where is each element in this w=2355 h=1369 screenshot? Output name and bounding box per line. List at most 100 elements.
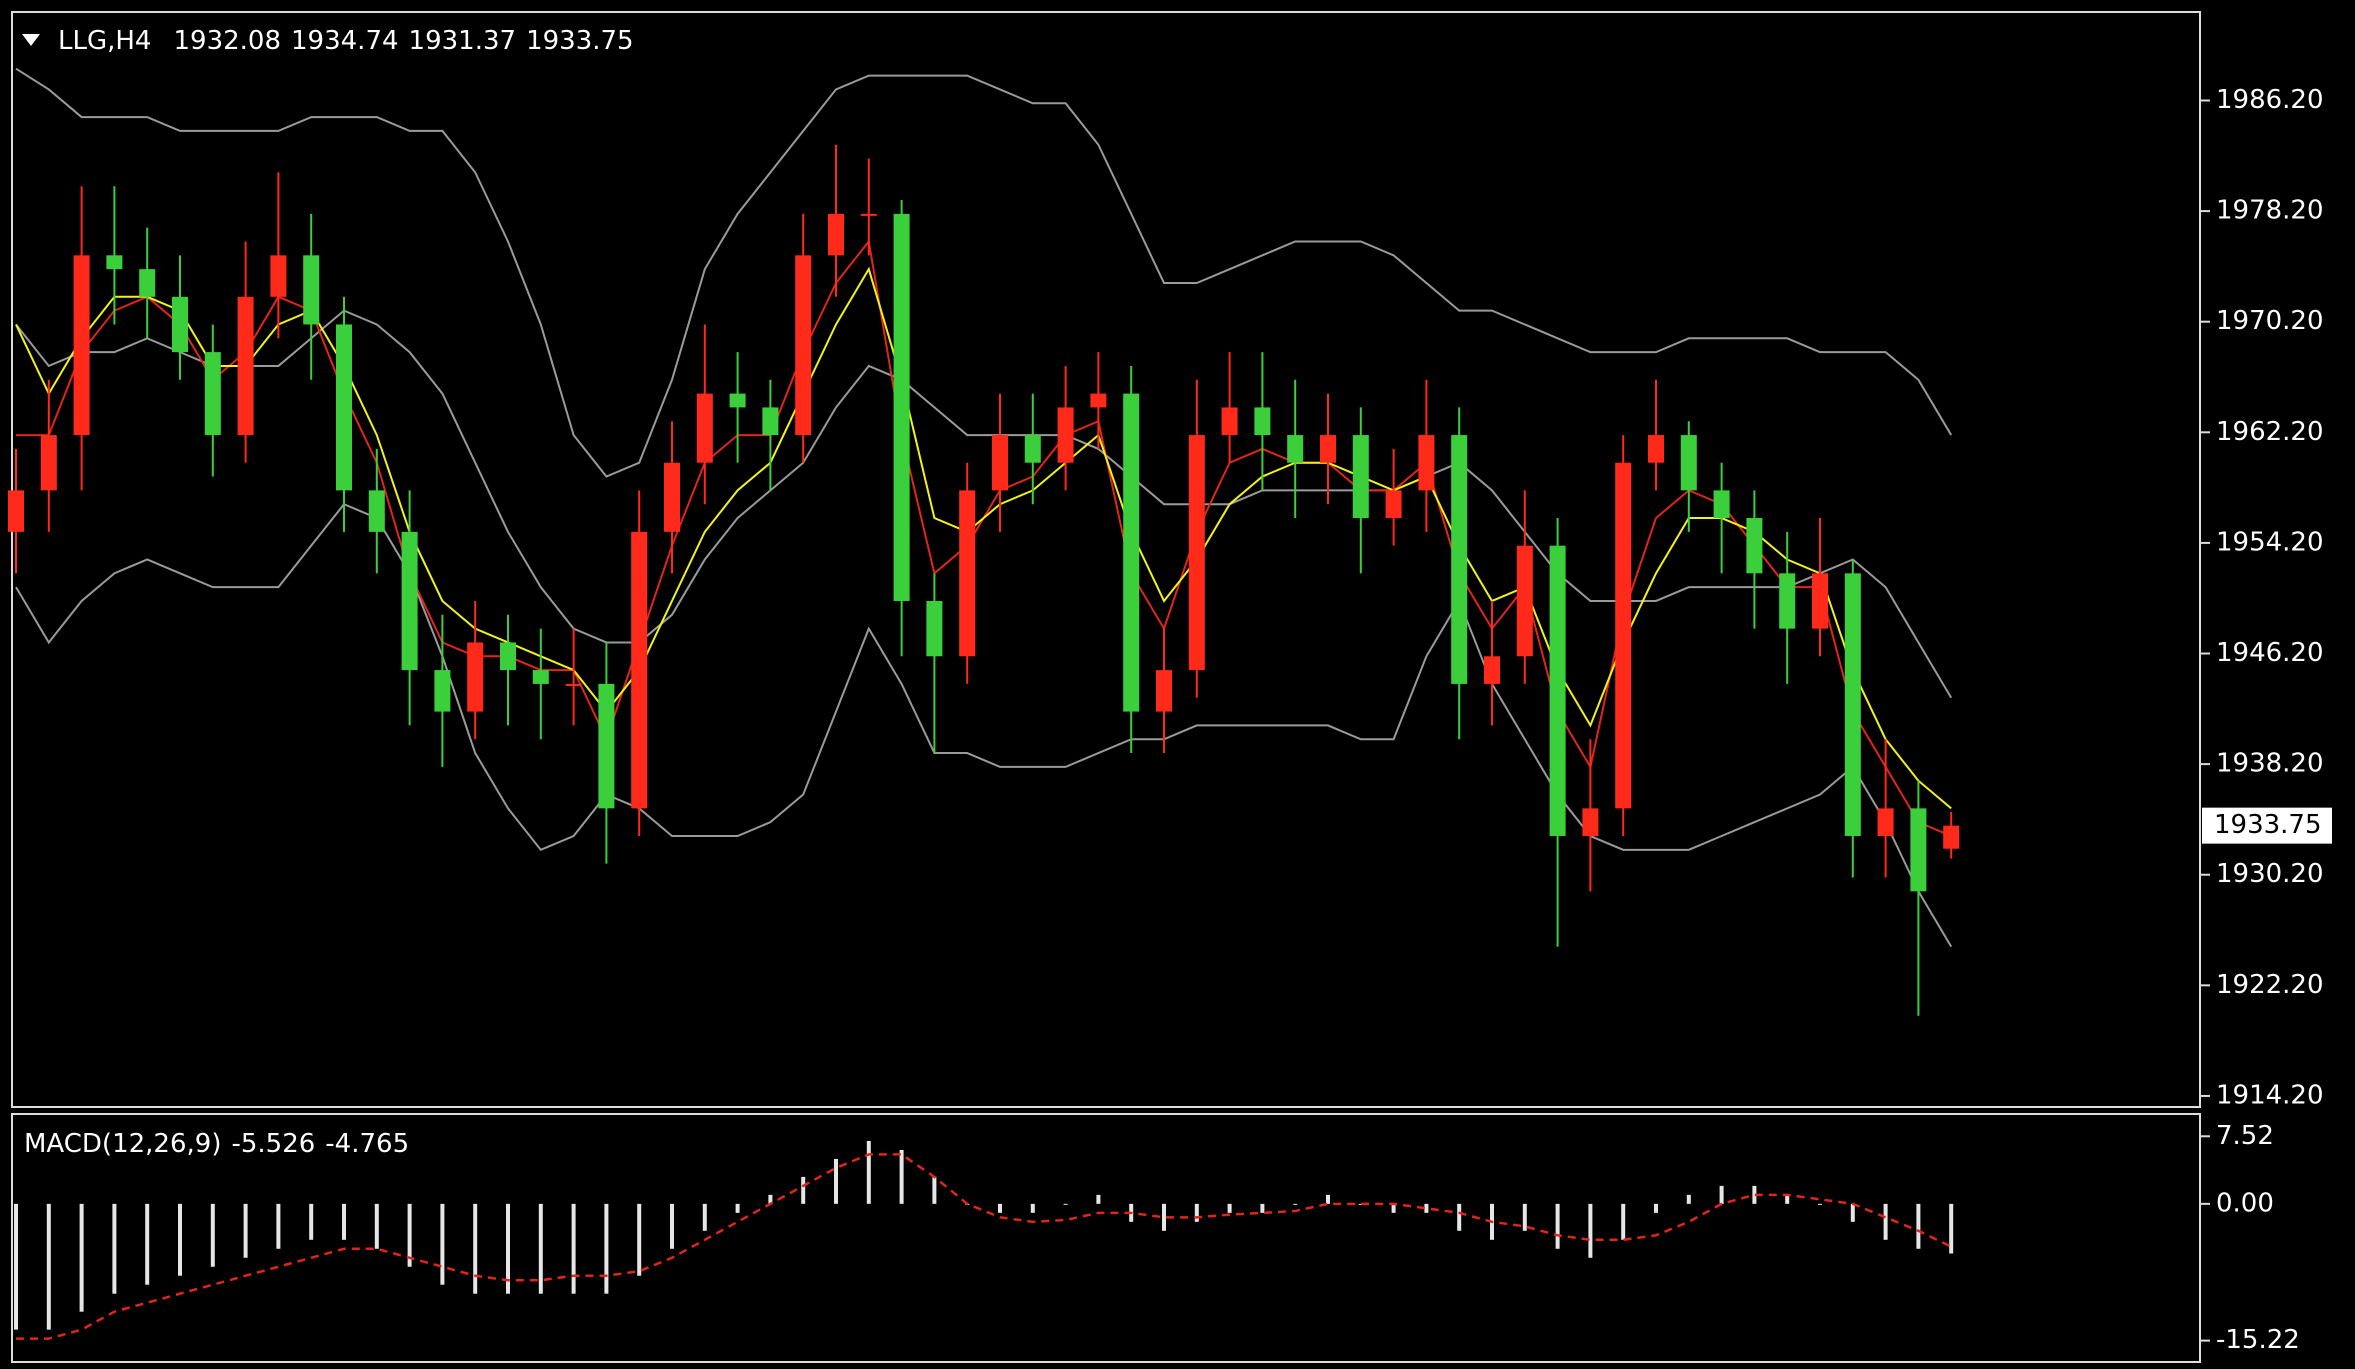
candle-body <box>303 255 320 325</box>
candle-body <box>1254 407 1271 436</box>
macd-bar <box>1883 1203 1888 1240</box>
candle-body <box>368 490 385 532</box>
y-tick-label: -15.22 <box>2216 1325 2300 1355</box>
macd-bar <box>79 1203 84 1312</box>
macd-title: MACD(12,26,9) <box>24 1129 221 1159</box>
macd-bar <box>374 1203 379 1249</box>
macd-bar <box>1096 1194 1101 1204</box>
candle-body <box>1221 407 1238 436</box>
high: 1934.74 <box>291 26 399 56</box>
candle-body <box>1057 407 1074 463</box>
candle-body <box>565 683 582 686</box>
candle-body <box>172 296 188 353</box>
macd-bar <box>14 1203 18 1330</box>
candle-body <box>401 531 418 671</box>
price-box <box>2202 807 2332 844</box>
candle-body <box>598 683 615 809</box>
macd-bar <box>1588 1203 1593 1258</box>
header: LLG,H4 1932.08 1934.74 1931.37 1933.75 <box>58 26 634 56</box>
candle-body <box>73 255 90 436</box>
macd-bar <box>1063 1203 1068 1205</box>
candle-body <box>500 642 516 671</box>
y-tick-label: 1946.20 <box>2216 638 2324 668</box>
candle-body <box>237 296 254 436</box>
macd-bar <box>309 1203 314 1240</box>
candle-body <box>532 670 549 684</box>
macd-bar <box>1719 1185 1724 1204</box>
macd-bar <box>1522 1203 1527 1231</box>
candle-body <box>1943 825 1960 849</box>
macd-bar <box>1260 1203 1265 1213</box>
low: 1931.37 <box>409 26 517 56</box>
macd-bar <box>276 1203 281 1249</box>
macd-bar <box>1785 1194 1790 1204</box>
candle-body <box>467 642 484 712</box>
macd-bar <box>801 1176 806 1204</box>
candle-body <box>795 255 812 436</box>
macd-bar <box>1555 1203 1560 1249</box>
macd-bar <box>932 1176 937 1204</box>
macd-bar <box>473 1203 478 1294</box>
candle-body <box>106 255 123 270</box>
candle-body <box>1123 393 1140 712</box>
candle-body <box>893 213 910 601</box>
candle-body <box>1648 435 1664 463</box>
macd-bar <box>604 1203 609 1294</box>
candle-body <box>336 324 352 491</box>
macd-bar <box>1686 1194 1691 1204</box>
candle-body <box>204 352 221 436</box>
candle-body <box>1910 808 1927 892</box>
macd-bar <box>1621 1203 1626 1240</box>
macd-bar <box>112 1203 117 1294</box>
candle-body <box>1451 435 1468 684</box>
candle-body <box>1188 435 1205 671</box>
macd-bar <box>1654 1203 1658 1213</box>
candle-body <box>1024 435 1041 463</box>
macd-bar <box>1391 1203 1396 1213</box>
candle-body <box>1844 573 1861 837</box>
macd-bar <box>210 1203 215 1267</box>
macd-bar <box>1457 1203 1462 1231</box>
macd-bar <box>1030 1203 1035 1213</box>
candle-body <box>1746 518 1763 574</box>
candle-body <box>1680 435 1697 491</box>
y-tick-label: 1970.20 <box>2216 306 2324 336</box>
y-tick-label: 1954.20 <box>2216 527 2324 557</box>
candle-body <box>828 213 844 256</box>
macd-bar <box>342 1203 346 1240</box>
candle-body <box>696 393 713 463</box>
macd-bar <box>1227 1203 1232 1213</box>
macd-bar <box>178 1203 182 1276</box>
candle-body <box>1877 808 1894 837</box>
candle-body <box>1385 490 1402 519</box>
y-tick-label: 1978.20 <box>2216 196 2324 226</box>
macd-bar <box>506 1203 510 1294</box>
macd-bar <box>670 1203 674 1249</box>
candle-body <box>1582 808 1599 837</box>
plot-layer: 1914.20 1922.20 1930.20 1938.20 1946.20 1954.… <box>8 67 2332 1355</box>
macd-bar <box>834 1158 838 1204</box>
macd-bar <box>1162 1203 1166 1231</box>
candle-body <box>664 462 680 532</box>
close: 1933.75 <box>526 26 634 56</box>
candle-body <box>992 435 1008 491</box>
candle-body <box>860 213 877 216</box>
macd-pane <box>11 1113 2201 1363</box>
candle-body <box>1156 670 1172 712</box>
macd-bar <box>571 1203 576 1294</box>
macd-value: -5.526 <box>231 1129 315 1159</box>
menu-arrow <box>22 34 40 46</box>
macd-bar <box>1194 1203 1199 1222</box>
candle-body <box>729 393 746 408</box>
candle-body <box>1287 435 1304 463</box>
candle-body <box>926 600 943 657</box>
candle-body <box>1516 545 1533 657</box>
y-tick-label: 1914.20 <box>2216 1080 2324 1110</box>
macd-bar <box>702 1203 707 1231</box>
y-tick-label: 1962.20 <box>2216 417 2324 447</box>
macd-bar <box>538 1203 543 1294</box>
macd-bar <box>407 1203 412 1267</box>
main-pane <box>11 11 2201 1108</box>
candle-body <box>139 269 156 297</box>
